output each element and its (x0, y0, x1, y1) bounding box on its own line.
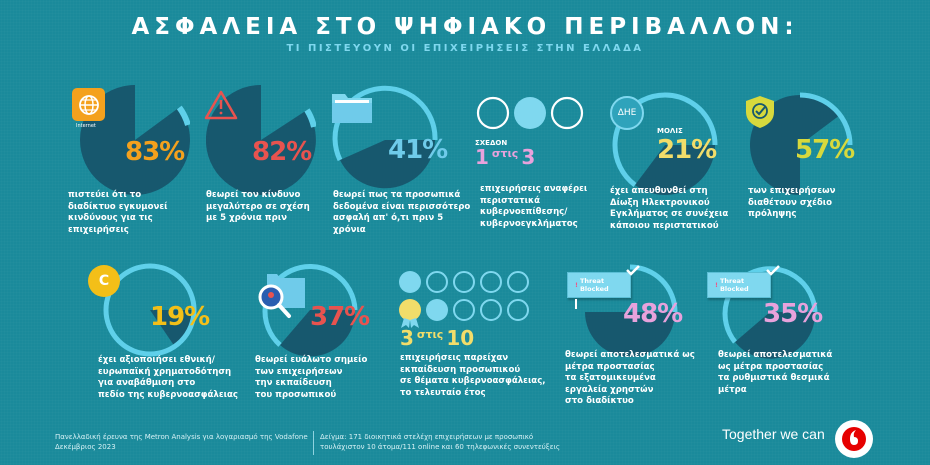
tagline: Together we can (722, 426, 825, 442)
pie-chart-21 (612, 92, 718, 195)
pie-chart-37 (262, 264, 358, 357)
threat-stand (575, 299, 577, 309)
stat-description-tools: θεωρεί αποτελεσματικά ως μέτρα προστασία… (565, 350, 695, 406)
stat-value: 41% (388, 135, 448, 165)
stat-description-training: επιχειρήσεις παρείχαν εκπαίδευση προσωπι… (400, 353, 546, 398)
stat-card-risk: 82% (200, 85, 330, 235)
stat-value: 57% (795, 135, 855, 165)
stat-card-plan: 57% (740, 90, 870, 240)
stat-card-training: 3 στις 10 (398, 270, 548, 350)
ratio-value: 1 στις 3 (475, 145, 536, 169)
stat-card-internet: Internet 83% (60, 85, 210, 235)
stat-value: 19% (150, 302, 210, 332)
shield-check-icon (746, 96, 774, 128)
check-icon (626, 265, 640, 276)
stat-card-tools: ! Threat Blocked 48% (565, 262, 695, 362)
stat-card-dhe: ΔΗΕ ΜΟΛΙΣ 21% (605, 90, 735, 240)
pie-chart-83 (80, 85, 190, 195)
stat-description-dhe: έχει απευθυνθεί στη Δίωξη Ηλεκτρονικού Ε… (610, 186, 729, 231)
threat-blocked-icon: ! Threat Blocked (707, 272, 771, 298)
stat-card-funding: C 19% (88, 260, 230, 370)
prefix-label: ΣΧΕΔΟΝ (475, 139, 508, 147)
vodafone-logo-icon[interactable] (835, 420, 873, 458)
globe-icon (72, 88, 105, 121)
check-icon (766, 265, 780, 276)
dhe-badge-icon: ΔΗΕ (610, 96, 644, 130)
coin-icon: C (88, 265, 120, 297)
footer-source: Πανελλαδική έρευνα της Metron Analysis γ… (55, 433, 308, 451)
pie-chart-41 (332, 85, 438, 189)
stat-description-regulation: θεωρεί αποτελεσματικά ως μέτρα προστασία… (718, 350, 833, 395)
pie-chart-19 (103, 263, 197, 357)
folder-icon (332, 94, 372, 123)
page-title: ΑΣΦΑΛΕΙΑ ΣΤΟ ΨΗΦΙΑΚΟ ΠΕΡΙΒΑΛΛΟΝ: (131, 14, 799, 40)
threat-blocked-icon: ! Threat Blocked (567, 272, 631, 298)
circles-icon (476, 96, 584, 130)
stat-description-plan: των επιχειρήσεων διαθέτουν σχέδιο πρόληψ… (748, 186, 836, 219)
stat-description-incidents: επιχειρήσεις αναφέρει περιστατικά κυβερν… (480, 184, 588, 229)
stat-card-data: 41% (330, 85, 460, 235)
medal-circles-icon (399, 271, 529, 328)
page-subtitle: ΤΙ ΠΙΣΤΕΥΟΥΝ ΟΙ ΕΠΙΧΕΙΡΗΣΕΙΣ ΣΤΗΝ ΕΛΛΑΔΑ (286, 43, 644, 54)
stat-description-funding: έχει αξιοποιήσει εθνική/ ευρωπαϊκή χρημα… (98, 355, 238, 400)
stat-description-risk: θεωρεί τον κίνδυνο μεγαλύτερο σε σχέση μ… (206, 190, 310, 223)
folder-search-icon (258, 274, 305, 318)
warning-triangle-icon (204, 90, 238, 120)
internet-label: Internet (76, 123, 96, 129)
stat-value: 37% (310, 302, 370, 332)
pie-chart-57 (750, 92, 853, 195)
stat-card-incidents: ΣΧΕΔΟΝ 1 στις 3 (470, 85, 600, 235)
pie-chart-35 (722, 266, 818, 359)
stat-value: 83% (125, 137, 185, 167)
footer-sample: Δείγμα: 171 διοικητικά στελέχη επιχειρήσ… (320, 433, 560, 451)
stat-description-data: θεωρεί πως τα προσωπικά δεδομένα είναι π… (333, 190, 471, 235)
footer-divider (313, 431, 314, 455)
stat-description-internet: πιστεύει ότι το διαδίκτυο εγκυμονεί κινδ… (68, 190, 168, 235)
stat-description-training-weak: θεωρεί ευάλωτο σημείο των επιχειρήσεων τ… (255, 355, 368, 400)
stat-value: 35% (763, 299, 823, 329)
ratio-value: 3 στις 10 (400, 326, 475, 350)
stat-value: 82% (252, 137, 312, 167)
stat-value: 48% (623, 299, 683, 329)
stat-card-training-weak: 37% (250, 260, 380, 370)
stat-value: 21% (657, 135, 717, 165)
prefix-label: ΜΟΛΙΣ (657, 127, 683, 135)
stat-card-regulation: ! Threat Blocked 35% (705, 262, 835, 362)
